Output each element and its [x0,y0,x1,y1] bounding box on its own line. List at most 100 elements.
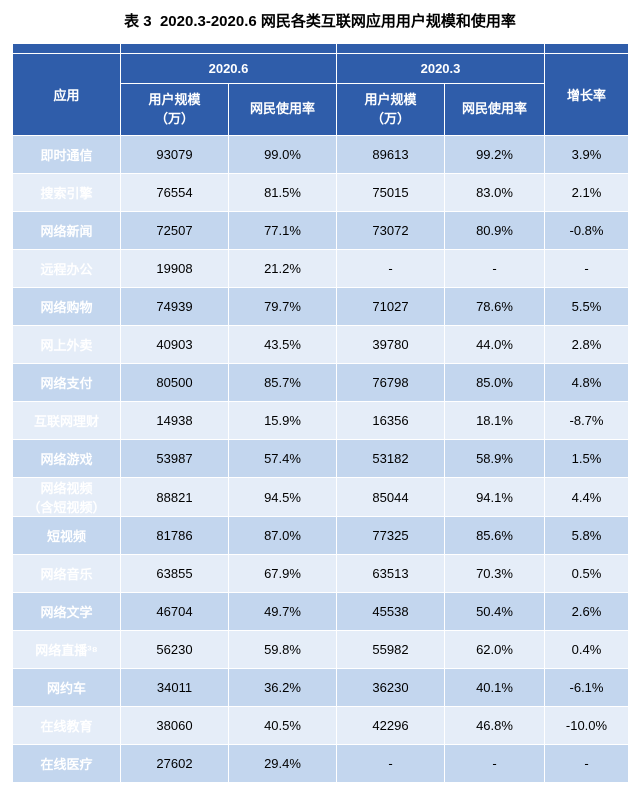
cell-users2: 45538 [337,593,445,631]
cell-users2: 85044 [337,478,445,517]
cell-rate2: 46.8% [445,707,545,745]
cell-growth: - [545,745,629,783]
cell-users1: 19908 [121,250,229,288]
table-row: 网络支付8050085.7%7679885.0%4.8% [13,364,629,402]
table-row: 网络新闻7250777.1%7307280.9%-0.8% [13,212,629,250]
cell-growth: 1.5% [545,440,629,478]
cell-users1: 46704 [121,593,229,631]
cell-growth: -6.1% [545,669,629,707]
cell-rate1: 77.1% [229,212,337,250]
table-row: 网络直播³⁸5623059.8%5598262.0%0.4% [13,631,629,669]
cell-growth: 5.8% [545,517,629,555]
cell-users2: 36230 [337,669,445,707]
cell-users1: 34011 [121,669,229,707]
cell-users1: 76554 [121,174,229,212]
cell-growth: 0.4% [545,631,629,669]
cell-users1: 72507 [121,212,229,250]
header-spacer [13,44,121,54]
cell-rate2: 80.9% [445,212,545,250]
cell-growth: -8.7% [545,402,629,440]
cell-rate1: 99.0% [229,136,337,174]
col-header-app: 应用 [13,54,121,136]
cell-users2: 42296 [337,707,445,745]
row-category: 网上外卖 [13,326,121,364]
main-table: 应用 2020.6 2020.3 增长率 用户规模（万） 网民使用率 用户规模（… [12,43,629,783]
row-category: 即时通信 [13,136,121,174]
cell-growth: 0.5% [545,555,629,593]
cell-rate2: - [445,745,545,783]
cell-rate1: 15.9% [229,402,337,440]
cell-growth: -0.8% [545,212,629,250]
row-category: 网络直播³⁸ [13,631,121,669]
table-row: 即时通信9307999.0%8961399.2%3.9% [13,136,629,174]
cell-rate1: 67.9% [229,555,337,593]
cell-rate2: 99.2% [445,136,545,174]
table-body: 即时通信9307999.0%8961399.2%3.9%搜索引擎7655481.… [13,136,629,783]
cell-growth: 3.9% [545,136,629,174]
cell-rate1: 36.2% [229,669,337,707]
cell-users2: 89613 [337,136,445,174]
cell-users2: 16356 [337,402,445,440]
cell-users1: 38060 [121,707,229,745]
cell-users1: 53987 [121,440,229,478]
table-row: 网上外卖4090343.5%3978044.0%2.8% [13,326,629,364]
title-prefix: 表 3 [124,13,152,30]
col-header-users1: 用户规模（万） [121,84,229,136]
cell-growth: -10.0% [545,707,629,745]
row-category: 网络支付 [13,364,121,402]
cell-rate2: 70.3% [445,555,545,593]
row-category: 短视频 [13,517,121,555]
cell-users2: 76798 [337,364,445,402]
cell-users1: 14938 [121,402,229,440]
col-header-rate2: 网民使用率 [445,84,545,136]
row-category: 在线教育 [13,707,121,745]
cell-rate1: 57.4% [229,440,337,478]
cell-rate1: 43.5% [229,326,337,364]
cell-rate1: 79.7% [229,288,337,326]
table-row: 短视频8178687.0%7732585.6%5.8% [13,517,629,555]
table-row: 在线教育3806040.5%4229646.8%-10.0% [13,707,629,745]
cell-users1: 93079 [121,136,229,174]
row-category: 网络游戏 [13,440,121,478]
cell-rate1: 59.8% [229,631,337,669]
cell-growth: 5.5% [545,288,629,326]
cell-users1: 81786 [121,517,229,555]
cell-users1: 88821 [121,478,229,517]
row-category: 网络视频（含短视频） [13,478,121,517]
table-row: 网络游戏5398757.4%5318258.9%1.5% [13,440,629,478]
table-row: 网约车3401136.2%3623040.1%-6.1% [13,669,629,707]
cell-users2: - [337,250,445,288]
table-row: 网络购物7493979.7%7102778.6%5.5% [13,288,629,326]
cell-users2: 77325 [337,517,445,555]
cell-growth: 4.8% [545,364,629,402]
cell-rate1: 87.0% [229,517,337,555]
cell-users2: 55982 [337,631,445,669]
table-row: 互联网理财1493815.9%1635618.1%-8.7% [13,402,629,440]
cell-rate2: 85.0% [445,364,545,402]
cell-rate2: 85.6% [445,517,545,555]
cell-growth: 2.6% [545,593,629,631]
table-row: 远程办公1990821.2%--- [13,250,629,288]
col-header-growth: 增长率 [545,54,629,136]
cell-rate2: 40.1% [445,669,545,707]
row-category: 网络文学 [13,593,121,631]
cell-users1: 56230 [121,631,229,669]
cell-growth: - [545,250,629,288]
cell-users1: 63855 [121,555,229,593]
cell-rate1: 29.4% [229,745,337,783]
cell-users1: 27602 [121,745,229,783]
cell-users2: 73072 [337,212,445,250]
table-row: 网络文学4670449.7%4553850.4%2.6% [13,593,629,631]
table-row: 网络视频（含短视频）8882194.5%8504494.1%4.4% [13,478,629,517]
cell-users2: - [337,745,445,783]
table-row: 搜索引擎7655481.5%7501583.0%2.1% [13,174,629,212]
col-header-period1: 2020.6 [121,54,337,84]
cell-rate1: 85.7% [229,364,337,402]
cell-users1: 40903 [121,326,229,364]
cell-rate1: 21.2% [229,250,337,288]
cell-rate2: 94.1% [445,478,545,517]
cell-rate2: 18.1% [445,402,545,440]
cell-rate1: 49.7% [229,593,337,631]
table-title: 表 3 2020.3-2020.6 网民各类互联网应用用户规模和使用率 [0,0,640,43]
row-category: 在线医疗 [13,745,121,783]
